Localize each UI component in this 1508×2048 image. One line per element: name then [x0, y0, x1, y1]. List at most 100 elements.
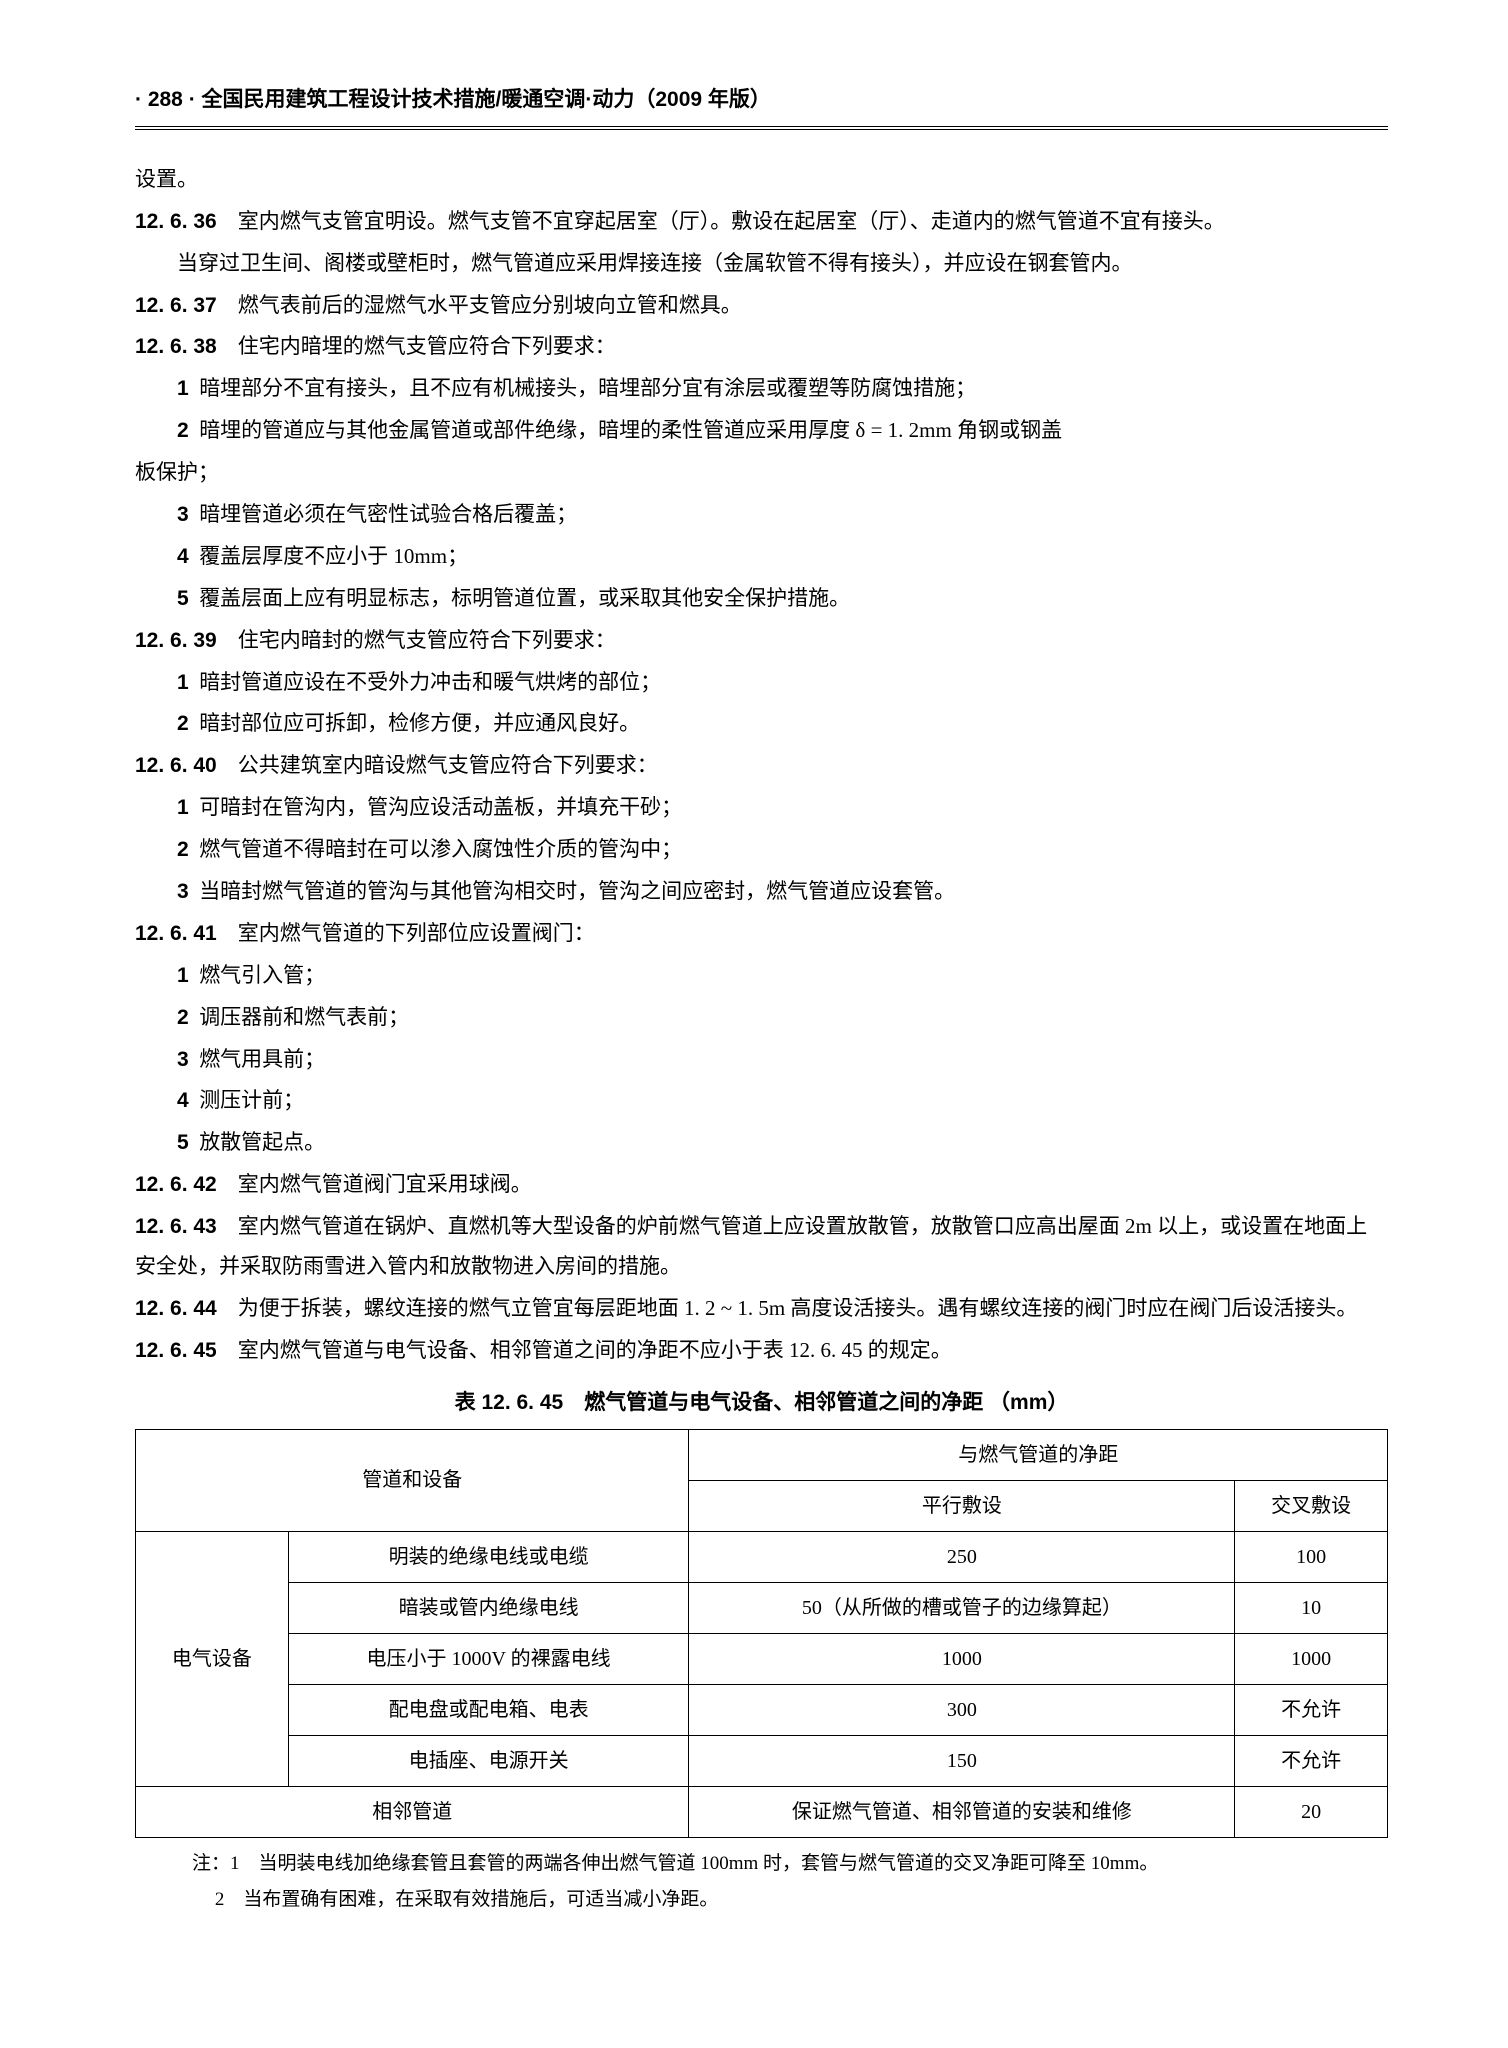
sec-num: 12. 6. 38 — [135, 335, 217, 358]
sec-text: 燃气表前后的湿燃气水平支管应分别坡向立管和燃具。 — [217, 293, 742, 317]
section-12-6-36: 12. 6. 36 室内燃气支管宜明设。燃气支管不宜穿起居室（厅）。敷设在起居室… — [135, 202, 1388, 242]
item-num: 3 — [177, 880, 189, 903]
list-item: 1 可暗封在管沟内，管沟应设活动盖板，并填充干砂； — [135, 788, 1388, 828]
sec-text: 住宅内暗埋的燃气支管应符合下列要求： — [217, 334, 616, 358]
item-num: 2 — [177, 1006, 189, 1029]
section-12-6-37: 12. 6. 37 燃气表前后的湿燃气水平支管应分别坡向立管和燃具。 — [135, 286, 1388, 326]
item-text: 暗封部位应可拆卸，检修方便，并应通风良好。 — [199, 711, 640, 735]
sec-text: 住宅内暗封的燃气支管应符合下列要求： — [217, 628, 616, 652]
item-num: 3 — [177, 503, 189, 526]
item-text: 燃气引入管； — [199, 963, 325, 987]
list-item: 4 覆盖层厚度不应小于 10mm； — [135, 537, 1388, 577]
table-row: 电插座、电源开关 150 不允许 — [136, 1735, 1388, 1786]
table-note: 注：1 当明装电线加绝缘套管且套管的两端各伸出燃气管道 100mm 时，套管与燃… — [192, 1846, 1388, 1882]
sec-text: 公共建筑室内暗设燃气支管应符合下列要求： — [217, 753, 658, 777]
item-text: 可暗封在管沟内，管沟应设活动盖板，并填充干砂； — [199, 795, 682, 819]
item-text: 覆盖层厚度不应小于 10mm； — [199, 544, 468, 568]
list-item: 5放散管起点。 — [135, 1123, 1388, 1163]
sec-num: 12. 6. 43 — [135, 1215, 217, 1238]
sec-num: 12. 6. 36 — [135, 210, 217, 233]
item-num: 5 — [177, 1131, 189, 1154]
item-num: 1 — [177, 796, 189, 819]
sec-text: 室内燃气管道的下列部位应设置阀门： — [217, 921, 595, 945]
section-12-6-41: 12. 6. 41 室内燃气管道的下列部位应设置阀门： — [135, 914, 1388, 954]
sec-text: 室内燃气管道阀门宜采用球阀。 — [217, 1172, 532, 1196]
section-12-6-38: 12. 6. 38 住宅内暗埋的燃气支管应符合下列要求： — [135, 327, 1388, 367]
table-title: 表 12. 6. 45 燃气管道与电气设备、相邻管道之间的净距 （mm） — [135, 1383, 1388, 1423]
table-cell: 150 — [689, 1735, 1235, 1786]
section-12-6-44: 12. 6. 44 为便于拆装，螺纹连接的燃气立管宜每层距地面 1. 2 ~ 1… — [135, 1289, 1388, 1329]
list-item: 3 燃气用具前； — [135, 1040, 1388, 1080]
item-text: 暗埋部分不宜有接头，且不应有机械接头，暗埋部分宜有涂层或覆塑等防腐蚀措施； — [199, 376, 976, 400]
table-header: 平行敷设 — [689, 1480, 1235, 1531]
item-num: 4 — [177, 545, 189, 568]
table-row: 配电盘或配电箱、电表 300 不允许 — [136, 1684, 1388, 1735]
item-text: 燃气管道不得暗封在可以渗入腐蚀性介质的管沟中； — [199, 837, 682, 861]
section-12-6-40: 12. 6. 40 公共建筑室内暗设燃气支管应符合下列要求： — [135, 746, 1388, 786]
sec-num: 12. 6. 40 — [135, 754, 217, 777]
table-cell: 不允许 — [1235, 1735, 1388, 1786]
table-cell: 10 — [1235, 1582, 1388, 1633]
body-text: 当穿过卫生间、阁楼或壁柜时，燃气管道应采用焊接连接（金属软管不得有接头），并应设… — [135, 244, 1388, 284]
list-item: 1 暗埋部分不宜有接头，且不应有机械接头，暗埋部分宜有涂层或覆塑等防腐蚀措施； — [135, 369, 1388, 409]
list-item: 2暗埋的管道应与其他金属管道或部件绝缘，暗埋的柔性管道应采用厚度 δ = 1. … — [135, 411, 1388, 451]
table-cell: 不允许 — [1235, 1684, 1388, 1735]
sec-num: 12. 6. 45 — [135, 1339, 217, 1362]
list-item: 3 暗埋管道必须在气密性试验合格后覆盖； — [135, 495, 1388, 535]
table-header: 交叉敷设 — [1235, 1480, 1388, 1531]
item-text: 暗埋管道必须在气密性试验合格后覆盖； — [199, 502, 577, 526]
sec-text: 为便于拆装，螺纹连接的燃气立管宜每层距地面 1. 2 ~ 1. 5m 高度设活接… — [217, 1296, 1358, 1320]
table-cell: 250 — [689, 1531, 1235, 1582]
list-item: 1 燃气引入管； — [135, 956, 1388, 996]
table-cell: 100 — [1235, 1531, 1388, 1582]
list-item: 5 覆盖层面上应有明显标志，标明管道位置，或采取其他安全保护措施。 — [135, 579, 1388, 619]
table-cell: 电压小于 1000V 的裸露电线 — [288, 1633, 689, 1684]
body-text: 板保护； — [135, 453, 1388, 493]
sec-num: 12. 6. 39 — [135, 629, 217, 652]
table-cell: 电气设备 — [136, 1531, 289, 1786]
item-num: 1 — [177, 964, 189, 987]
list-item: 2 燃气管道不得暗封在可以渗入腐蚀性介质的管沟中； — [135, 830, 1388, 870]
table-cell: 1000 — [689, 1633, 1235, 1684]
table-cell: 20 — [1235, 1786, 1388, 1837]
table-cell: 1000 — [1235, 1633, 1388, 1684]
item-num: 3 — [177, 1048, 189, 1071]
body-text: 设置。 — [135, 160, 1388, 200]
item-text: 测压计前； — [199, 1088, 304, 1112]
item-text: 当暗封燃气管道的管沟与其他管沟相交时，管沟之间应密封，燃气管道应设套管。 — [199, 879, 955, 903]
list-item: 3 当暗封燃气管道的管沟与其他管沟相交时，管沟之间应密封，燃气管道应设套管。 — [135, 872, 1388, 912]
item-num: 2 — [177, 419, 189, 442]
table-cell: 保证燃气管道、相邻管道的安装和维修 — [689, 1786, 1235, 1837]
item-num: 2 — [177, 838, 189, 861]
table-row: 暗装或管内绝缘电线 50（从所做的槽或管子的边缘算起） 10 — [136, 1582, 1388, 1633]
sec-num: 12. 6. 37 — [135, 294, 217, 317]
section-12-6-43: 12. 6. 43 室内燃气管道在锅炉、直燃机等大型设备的炉前燃气管道上应设置放… — [135, 1207, 1388, 1287]
table-cell: 暗装或管内绝缘电线 — [288, 1582, 689, 1633]
list-item: 2 暗封部位应可拆卸，检修方便，并应通风良好。 — [135, 704, 1388, 744]
page-header: · 288 · 全国民用建筑工程设计技术措施/暖通空调·动力（2009 年版） — [135, 80, 1388, 130]
table-cell: 配电盘或配电箱、电表 — [288, 1684, 689, 1735]
section-12-6-45: 12. 6. 45 室内燃气管道与电气设备、相邻管道之间的净距不应小于表 12.… — [135, 1331, 1388, 1371]
item-text: 覆盖层面上应有明显标志，标明管道位置，或采取其他安全保护措施。 — [199, 586, 850, 610]
item-num: 1 — [177, 377, 189, 400]
item-num: 5 — [177, 587, 189, 610]
table-header: 与燃气管道的净距 — [689, 1429, 1388, 1480]
item-num: 4 — [177, 1089, 189, 1112]
sec-text: 室内燃气支管宜明设。燃气支管不宜穿起居室（厅）。敷设在起居室（厅）、走道内的燃气… — [217, 209, 1225, 233]
table-header: 管道和设备 — [136, 1429, 689, 1531]
header-title: 全国民用建筑工程设计技术措施/暖通空调·动力（2009 年版） — [202, 88, 771, 111]
sec-num: 12. 6. 44 — [135, 1297, 217, 1320]
item-text: 调压器前和燃气表前； — [199, 1005, 409, 1029]
table-cell: 明装的绝缘电线或电缆 — [288, 1531, 689, 1582]
item-text: 燃气用具前； — [199, 1047, 325, 1071]
sec-num: 12. 6. 42 — [135, 1173, 217, 1196]
table-cell: 相邻管道 — [136, 1786, 689, 1837]
table-cell: 50（从所做的槽或管子的边缘算起） — [689, 1582, 1235, 1633]
section-12-6-39: 12. 6. 39 住宅内暗封的燃气支管应符合下列要求： — [135, 621, 1388, 661]
section-12-6-42: 12. 6. 42 室内燃气管道阀门宜采用球阀。 — [135, 1165, 1388, 1205]
clearance-table: 管道和设备 与燃气管道的净距 平行敷设 交叉敷设 电气设备 明装的绝缘电线或电缆… — [135, 1429, 1388, 1838]
list-item: 1暗封管道应设在不受外力冲击和暖气烘烤的部位； — [135, 663, 1388, 703]
table-row: 相邻管道 保证燃气管道、相邻管道的安装和维修 20 — [136, 1786, 1388, 1837]
sec-text: 室内燃气管道在锅炉、直燃机等大型设备的炉前燃气管道上应设置放散管，放散管口应高出… — [135, 1214, 1367, 1278]
item-num: 2 — [177, 712, 189, 735]
